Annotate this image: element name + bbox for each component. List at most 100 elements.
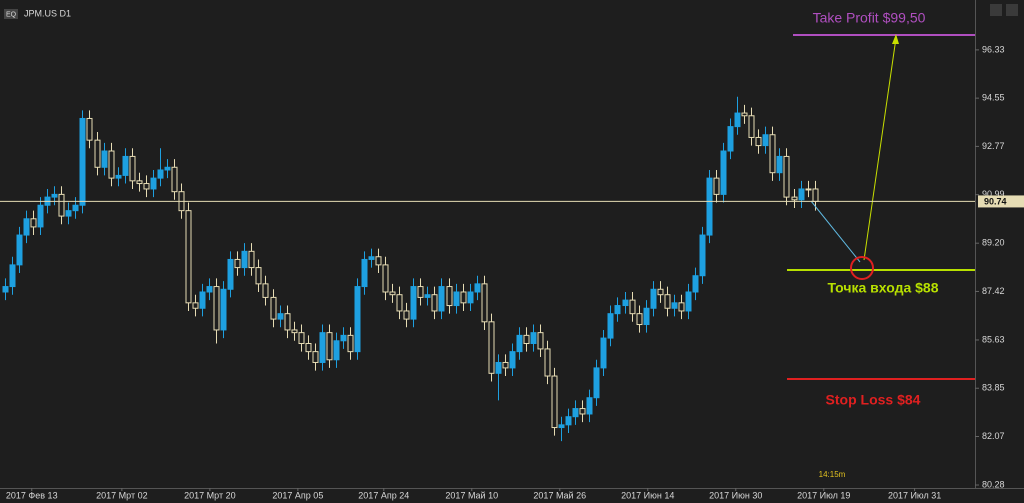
candle-body	[326, 332, 333, 361]
candle-body	[720, 150, 727, 195]
candle-body	[741, 112, 748, 117]
candle-body	[748, 115, 755, 138]
candle-body	[551, 375, 558, 429]
candle-body	[664, 294, 671, 309]
candle-body	[277, 313, 284, 320]
timer: 14:15m	[819, 470, 846, 479]
candle-body	[685, 291, 692, 312]
candle-body	[812, 188, 819, 202]
last-price-label: 90.74	[984, 196, 1007, 206]
y-tick-label: 89.20	[982, 238, 1005, 248]
x-tick-label: 2017 Апр 05	[272, 490, 323, 500]
candle-body	[424, 294, 431, 298]
candle-body	[234, 258, 241, 269]
candle-body	[776, 155, 783, 174]
symbol-badge: EQ	[6, 11, 17, 18]
candle-body	[389, 291, 396, 296]
candle-body	[291, 329, 298, 334]
candle-body	[671, 302, 678, 309]
toolbar-button[interactable]	[990, 4, 1002, 16]
candle-body	[101, 150, 108, 168]
candle-body	[23, 218, 30, 236]
candle-body	[699, 234, 706, 277]
candle-body	[586, 397, 593, 415]
candle-body	[192, 302, 199, 309]
candle-body	[143, 183, 150, 190]
candle-body	[791, 196, 798, 201]
candle-body	[86, 117, 93, 141]
x-tick-label: 2017 Апр 24	[358, 490, 409, 500]
y-tick-label: 82.07	[982, 431, 1005, 441]
x-tick-label: 2017 Июл 31	[888, 490, 941, 500]
candle-body	[572, 408, 579, 418]
candle-body	[783, 155, 790, 198]
candle-body	[600, 337, 607, 369]
candle-body	[446, 286, 453, 307]
candle-body	[579, 408, 586, 415]
candle-body	[678, 302, 685, 312]
candle-body	[474, 283, 481, 293]
candle-body	[2, 286, 9, 293]
y-tick-label: 90.99	[982, 189, 1005, 199]
candle-body	[558, 424, 565, 429]
last-price-box	[978, 195, 1024, 208]
candle-body	[354, 286, 361, 353]
candle-body	[375, 256, 382, 266]
x-tick-label: 2017 Май 26	[533, 490, 586, 500]
candle-body	[206, 286, 213, 293]
candle-body	[713, 177, 720, 195]
candle-body	[453, 291, 460, 307]
take-profit-label: Take Profit $99,50	[813, 10, 926, 26]
candle-body	[199, 291, 206, 309]
candle-body	[319, 332, 326, 363]
candle-body	[241, 250, 248, 269]
candle-body	[382, 264, 389, 293]
y-tick-label: 85.63	[982, 334, 1005, 344]
candle-body	[37, 204, 44, 228]
candle-body	[333, 340, 340, 361]
candle-body	[122, 155, 129, 176]
candle-body	[565, 416, 572, 426]
candle-body	[657, 288, 664, 296]
candle-body	[361, 258, 368, 288]
toolbar-button[interactable]	[1006, 4, 1018, 16]
candle-body	[523, 334, 530, 344]
candle-body	[305, 342, 312, 353]
y-tick-label: 92.77	[982, 141, 1005, 151]
y-tick-label: 96.33	[982, 44, 1005, 54]
candle-body	[769, 134, 776, 174]
x-tick-label: 2017 Мрт 02	[96, 490, 147, 500]
plot	[2, 96, 819, 442]
x-tick-label: 2017 Май 10	[445, 490, 498, 500]
candle-body	[650, 288, 657, 309]
candle-body	[530, 332, 537, 344]
candle-body	[136, 180, 143, 185]
candle-body	[396, 294, 403, 312]
y-tick-label: 80.28	[982, 479, 1005, 489]
candle-body	[58, 193, 65, 217]
candle-body	[262, 283, 269, 298]
candle-body	[516, 334, 523, 353]
candle-body	[227, 258, 234, 290]
arrowhead	[892, 34, 899, 44]
candle-body	[629, 299, 636, 315]
entry-label: Точка входа $88	[827, 280, 938, 296]
candle-body	[16, 234, 23, 266]
candle-body	[171, 166, 178, 193]
candle-body	[65, 210, 72, 217]
candle-body	[150, 177, 157, 190]
entry-marker	[850, 256, 874, 280]
candle-body	[157, 169, 164, 179]
candle-body	[537, 332, 544, 350]
candle-body	[544, 348, 551, 377]
candle-body	[368, 256, 375, 260]
candle-body	[614, 305, 621, 315]
candle-body	[706, 177, 713, 236]
candle-body	[248, 250, 255, 269]
candle-body	[692, 275, 699, 293]
candle-body	[460, 291, 467, 304]
x-tick-label: 2017 Июн 14	[621, 490, 674, 500]
candle-body	[593, 367, 600, 399]
candle-body	[488, 321, 495, 374]
